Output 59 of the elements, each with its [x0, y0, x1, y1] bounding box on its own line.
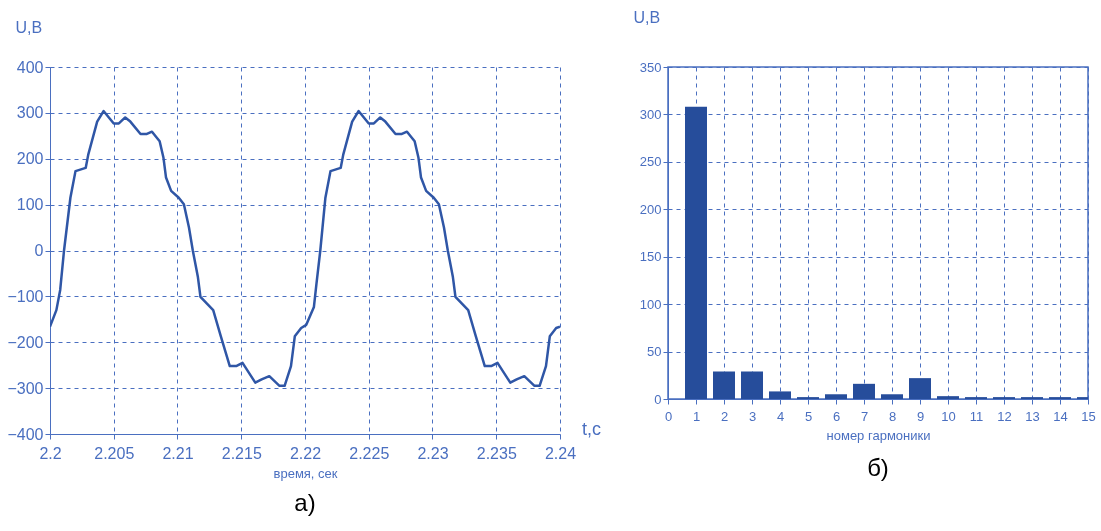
x-tick-label: 5 [804, 408, 813, 424]
bar [741, 371, 763, 399]
text: б) [867, 454, 889, 481]
x-tick-label: 2.225 [349, 444, 390, 462]
bar [881, 394, 903, 399]
text: t,c [582, 419, 602, 439]
x-tick-label: 3 [748, 408, 757, 424]
x-tick-label: 2.23 [417, 444, 449, 462]
x-tick-label: 2.2 [39, 444, 62, 462]
x-tick-label: 2 [720, 408, 729, 424]
x-tick-label: 14 [1053, 408, 1068, 424]
y-tick-label: 250 [639, 154, 662, 170]
bar [909, 378, 931, 399]
y-tick-label: 100 [639, 296, 662, 312]
x-tick-label: 8 [888, 408, 897, 424]
y-tick-label: −400 [7, 425, 44, 443]
y-tick-label: −200 [7, 333, 44, 351]
text: а) [294, 489, 316, 516]
y-tick-label: 150 [639, 249, 662, 265]
bar [825, 394, 847, 399]
x-tick-label: 2.235 [476, 444, 517, 462]
x-tick-label: 2.215 [221, 444, 262, 462]
x-tick-label: 2.21 [162, 444, 194, 462]
y-tick-label: 0 [654, 391, 662, 407]
x-axis-title: номер гармоники [826, 427, 931, 443]
y-axis-title: U,B [633, 8, 661, 26]
y-tick-label: 200 [16, 150, 44, 168]
y-tick-label: 350 [639, 59, 662, 75]
y-tick-label: 50 [647, 344, 662, 360]
x-tick-label: 10 [941, 408, 956, 424]
x-tick-label: 11 [969, 408, 984, 424]
bar [937, 396, 959, 399]
bar [713, 371, 735, 399]
bar [769, 391, 791, 399]
x-tick-label: 15 [1081, 408, 1096, 424]
x-tick-label: 4 [776, 408, 785, 424]
y-tick-label: 400 [16, 58, 44, 76]
y-tick-label: −100 [7, 287, 44, 305]
bar [853, 383, 875, 399]
x-tick-label: 0 [664, 408, 673, 424]
line-series [50, 109, 560, 388]
x-tick-label: 7 [860, 408, 869, 424]
x-tick-label: 12 [997, 408, 1012, 424]
bar [685, 106, 707, 399]
x-tick-label: 13 [1025, 408, 1040, 424]
x-tick-label: 2.24 [544, 444, 577, 462]
x-tick-label: 1 [692, 408, 701, 424]
y-tick-label: −300 [7, 379, 44, 397]
x-tick-label: 2.205 [94, 444, 135, 462]
y-axis-title: U,B [15, 18, 43, 36]
y-tick-label: 0 [34, 242, 44, 259]
x-tick-label: 2.22 [289, 444, 322, 462]
x-tick-label: 6 [832, 408, 841, 424]
y-tick-label: 200 [639, 201, 662, 217]
y-tick-label: 300 [16, 104, 44, 122]
x-axis-title: время, сек [273, 465, 338, 481]
y-tick-label: 100 [16, 196, 44, 214]
x-tick-label: 9 [916, 408, 925, 424]
y-tick-label: 300 [639, 106, 662, 122]
